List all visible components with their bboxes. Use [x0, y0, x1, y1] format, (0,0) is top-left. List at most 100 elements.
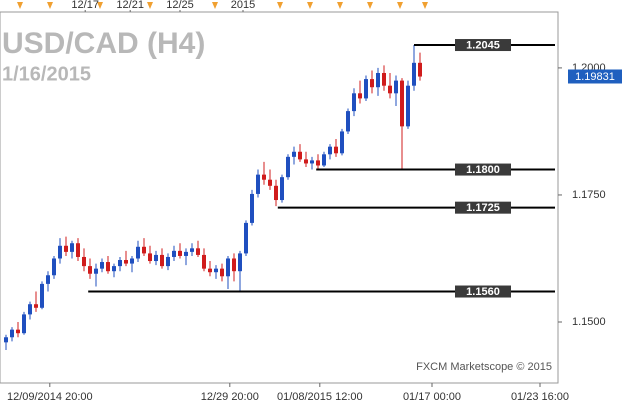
candle-body: [358, 93, 362, 99]
session-marker: [337, 2, 343, 9]
session-marker: [367, 2, 373, 9]
candle-body: [202, 254, 206, 269]
candle-body: [172, 250, 176, 257]
candle-body: [352, 93, 356, 112]
candle-body: [382, 72, 386, 86]
candle-body: [244, 222, 248, 254]
candle-body: [10, 329, 14, 338]
x-top-tick-label: 12/17: [71, 0, 99, 11]
last-price-label: 1.19831: [575, 71, 615, 83]
candle-body: [214, 268, 218, 273]
level-label: 1.1800: [466, 164, 500, 176]
candle-body: [376, 72, 380, 88]
candle-body: [112, 266, 116, 272]
candle-body: [118, 260, 122, 267]
candle-body: [58, 245, 62, 259]
session-marker: [307, 2, 313, 9]
candle-body: [22, 314, 26, 334]
candle-body: [148, 253, 152, 262]
candle-body: [16, 329, 20, 334]
chart-subtitle: 1/16/2015: [2, 63, 91, 85]
candle-body: [34, 304, 38, 308]
candle-body: [4, 337, 8, 343]
candle-body: [136, 246, 140, 259]
candle-body: [334, 146, 338, 154]
level-label-box: [455, 285, 511, 298]
candle-body: [238, 253, 242, 272]
candle-body: [364, 79, 368, 99]
candle-body: [76, 243, 80, 257]
candle-body: [196, 248, 200, 255]
candle-body: [46, 275, 50, 284]
level-label-box: [455, 163, 511, 176]
y-tick-label: 1.1750: [572, 189, 606, 201]
session-marker: [47, 2, 53, 9]
candle-body: [220, 268, 224, 277]
candle-body: [40, 283, 44, 308]
candle-body: [250, 193, 254, 223]
chart-title: USD/CAD (H4): [2, 27, 205, 60]
candle-body: [322, 154, 326, 166]
candle-body: [400, 80, 404, 127]
session-marker: [397, 2, 403, 9]
session-marker: [212, 2, 218, 9]
last-price-box: [568, 69, 622, 84]
candle-body: [88, 266, 92, 274]
candle-body: [370, 79, 374, 88]
candle-body: [142, 246, 146, 254]
x-top-tick-label: 12/25: [166, 0, 194, 11]
candle-body: [130, 258, 134, 264]
candle-body: [166, 256, 170, 267]
candle-body: [340, 131, 344, 154]
candle-body: [154, 254, 158, 262]
x-tick-label: 01/08/2015 12:00: [277, 391, 363, 403]
candle-body: [226, 258, 230, 277]
candle-body: [256, 174, 260, 194]
x-tick-label: 12/29 20:00: [201, 391, 259, 403]
candle-body: [268, 179, 272, 186]
x-tick-label: 01/17 00:00: [403, 391, 461, 403]
candle-body: [388, 85, 392, 94]
candle-body: [106, 262, 110, 272]
candle-body: [316, 160, 320, 166]
candle-body: [94, 268, 98, 274]
candle-body: [280, 177, 284, 201]
x-top-tick-label: 2015: [231, 0, 255, 11]
candle-body: [274, 185, 278, 201]
candle-body: [346, 111, 350, 132]
level-label: 1.2045: [466, 39, 500, 51]
candle-body: [232, 258, 236, 272]
candle-body: [28, 304, 32, 315]
x-tick-label: 01/23 16:00: [511, 391, 569, 403]
session-marker: [147, 2, 153, 9]
candle-body: [160, 254, 164, 267]
candle-body: [298, 151, 302, 160]
candle-body: [406, 85, 410, 127]
session-marker: [97, 2, 103, 9]
candle-body: [394, 80, 398, 94]
candle-body: [52, 258, 56, 276]
candle-body: [292, 151, 296, 157]
watermark: FXCM Marketscope © 2015: [416, 361, 552, 373]
candle-body: [412, 62, 416, 86]
session-marker: [422, 2, 428, 9]
candle-body: [178, 250, 182, 256]
session-marker: [277, 2, 283, 9]
candle-body: [310, 160, 314, 164]
candle-body: [304, 159, 308, 164]
candle-body: [124, 260, 128, 264]
candle-body: [208, 268, 212, 273]
candle-body: [286, 156, 290, 178]
level-label: 1.1725: [466, 202, 500, 214]
candle-body: [82, 256, 86, 267]
level-label-box: [455, 39, 511, 52]
y-tick-label: 1.1500: [572, 316, 606, 328]
candle-body: [262, 174, 266, 180]
level-label-box: [455, 201, 511, 214]
session-marker: [17, 2, 23, 9]
candle-body: [418, 62, 422, 77]
candle-body: [184, 251, 188, 256]
candle-body: [70, 243, 74, 252]
x-tick-label: 12/09/2014 20:00: [7, 391, 93, 403]
